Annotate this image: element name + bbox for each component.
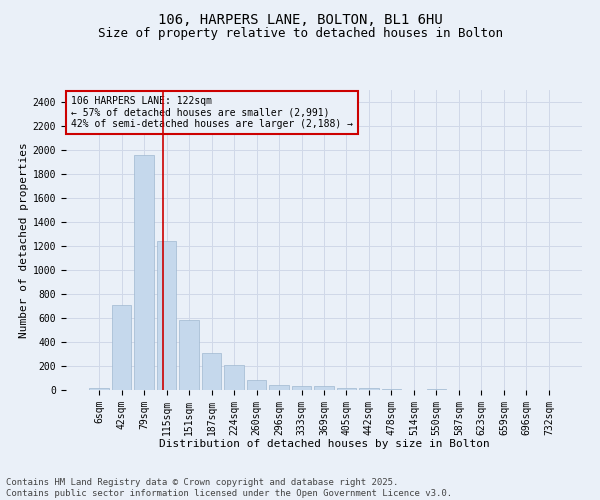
Bar [269,384,289,390]
Text: 106 HARPERS LANE: 122sqm
← 57% of detached houses are smaller (2,991)
42% of sem: 106 HARPERS LANE: 122sqm ← 57% of detach… [71,96,353,129]
Bar [292,386,311,390]
Bar [89,388,109,390]
Bar [157,241,176,390]
Bar [202,353,221,390]
Text: Size of property relative to detached houses in Bolton: Size of property relative to detached ho… [97,28,503,40]
Y-axis label: Number of detached properties: Number of detached properties [19,142,29,338]
Bar [179,320,199,390]
Bar [359,388,379,390]
Bar [247,380,266,390]
Bar [427,388,446,390]
Bar [382,388,401,390]
X-axis label: Distribution of detached houses by size in Bolton: Distribution of detached houses by size … [158,439,490,449]
Text: 106, HARPERS LANE, BOLTON, BL1 6HU: 106, HARPERS LANE, BOLTON, BL1 6HU [158,12,442,26]
Text: Contains HM Land Registry data © Crown copyright and database right 2025.
Contai: Contains HM Land Registry data © Crown c… [6,478,452,498]
Bar [337,388,356,390]
Bar [112,305,131,390]
Bar [224,366,244,390]
Bar [134,155,154,390]
Bar [314,386,334,390]
